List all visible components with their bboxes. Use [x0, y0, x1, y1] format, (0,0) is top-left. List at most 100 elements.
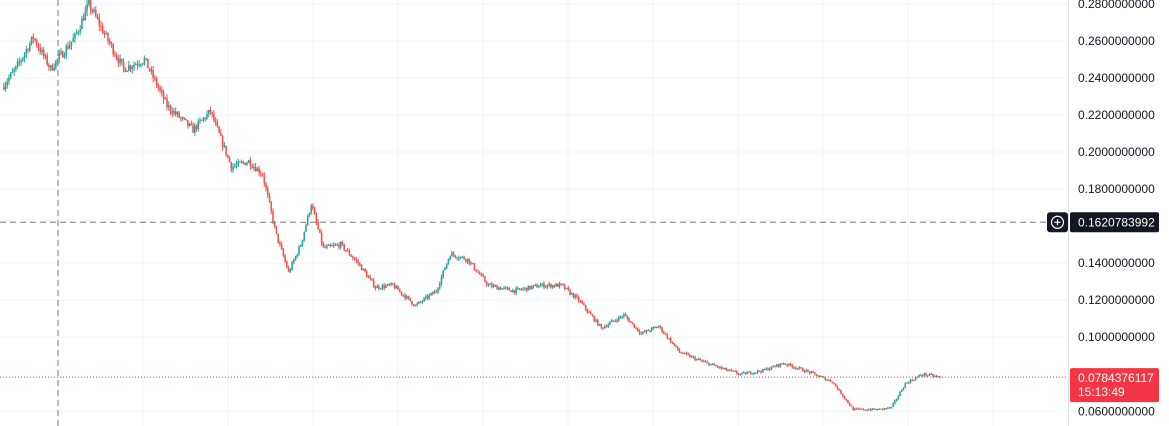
candle-body	[694, 357, 696, 361]
candle-body	[28, 43, 31, 51]
candle-body	[636, 327, 639, 331]
y-tick-label: 0.1000000000	[1078, 330, 1155, 344]
candle-body	[320, 232, 323, 244]
candle-body	[836, 386, 839, 390]
candle-body	[272, 211, 274, 223]
candle-body	[888, 407, 891, 409]
candle-body	[397, 286, 399, 291]
candle-body	[543, 283, 545, 288]
candle-body	[774, 366, 776, 368]
candle-body	[597, 319, 599, 326]
candle-body	[711, 363, 714, 365]
candle-body	[793, 367, 795, 369]
candle-body	[468, 258, 471, 264]
candle-body	[786, 364, 788, 366]
candle-body	[890, 406, 893, 408]
candle-body	[857, 408, 860, 410]
candle-body	[317, 222, 319, 229]
candle-body	[628, 318, 630, 322]
candle-body	[185, 118, 187, 121]
candle-body	[616, 320, 618, 322]
candle-body	[475, 269, 478, 272]
candle-body	[192, 124, 194, 133]
candle-body	[834, 383, 837, 387]
candle-body	[925, 373, 927, 376]
candle-body	[60, 51, 62, 55]
candle-body	[808, 371, 811, 374]
candle-body	[690, 356, 693, 358]
candle-body	[319, 228, 321, 233]
candle-body	[115, 55, 118, 59]
candle-body	[209, 109, 212, 113]
candle-body	[220, 132, 222, 136]
candle-body	[805, 370, 808, 372]
price-axis[interactable]: 0.2800000000 0.2600000000 0.2400000000 0.22…	[1070, 0, 1159, 418]
candle-body	[605, 326, 608, 328]
candle-body	[461, 256, 464, 258]
candle-body	[162, 91, 165, 100]
candle-body	[560, 283, 563, 285]
candle-body	[68, 45, 71, 49]
plus-circle-icon[interactable]	[1047, 212, 1068, 233]
candle-body	[541, 283, 544, 286]
candle-body	[796, 368, 799, 370]
candle-body	[489, 284, 491, 286]
candle-body	[55, 60, 57, 68]
candle-body	[478, 272, 481, 275]
candle-body	[41, 49, 43, 53]
candle-body	[588, 312, 590, 314]
candle-body	[381, 285, 384, 289]
candle-body	[907, 382, 910, 384]
candle-body	[676, 346, 679, 350]
candle-body	[734, 370, 736, 372]
candle-body	[346, 250, 349, 252]
candle-body	[510, 290, 512, 293]
candle-body	[169, 105, 172, 112]
candle-body	[471, 262, 474, 264]
candle-body	[9, 72, 12, 78]
candle-body	[310, 205, 312, 213]
candle-body	[887, 407, 889, 409]
candle-body	[459, 256, 462, 259]
candle-body	[659, 326, 662, 328]
candle-body	[458, 258, 460, 260]
candle-body	[291, 262, 293, 270]
candle-body	[315, 214, 318, 223]
candle-body	[617, 316, 620, 321]
y-tick-label: 0.2200000000	[1078, 108, 1155, 122]
candle-body	[537, 286, 540, 288]
candle-body	[305, 224, 307, 232]
candle-body	[148, 68, 151, 71]
candle-body	[600, 324, 603, 328]
candle-body	[511, 290, 514, 293]
candle-body	[293, 260, 295, 263]
candle-body	[706, 361, 709, 363]
candle-body	[81, 18, 83, 30]
candle-body	[544, 286, 547, 288]
candle-body	[27, 49, 29, 51]
candle-body	[730, 369, 733, 371]
candle-body	[775, 364, 778, 367]
candle-body	[748, 371, 750, 373]
candle-body	[419, 301, 422, 303]
candle-body	[204, 117, 207, 119]
candle-body	[862, 408, 865, 410]
candle-body	[704, 361, 707, 363]
candle-body	[452, 252, 455, 256]
candle-body	[583, 303, 585, 306]
candle-body	[332, 245, 335, 247]
candle-body	[657, 326, 660, 328]
candle-body	[763, 369, 766, 371]
candle-body	[34, 38, 36, 41]
candle-body	[440, 276, 443, 284]
candle-body	[207, 109, 210, 115]
candle-body	[379, 288, 382, 290]
candle-body	[848, 402, 851, 406]
candle-body	[282, 249, 285, 257]
candle-body	[239, 161, 241, 163]
candle-body	[124, 67, 127, 73]
candle-body	[261, 174, 264, 176]
candle-body	[687, 353, 689, 355]
